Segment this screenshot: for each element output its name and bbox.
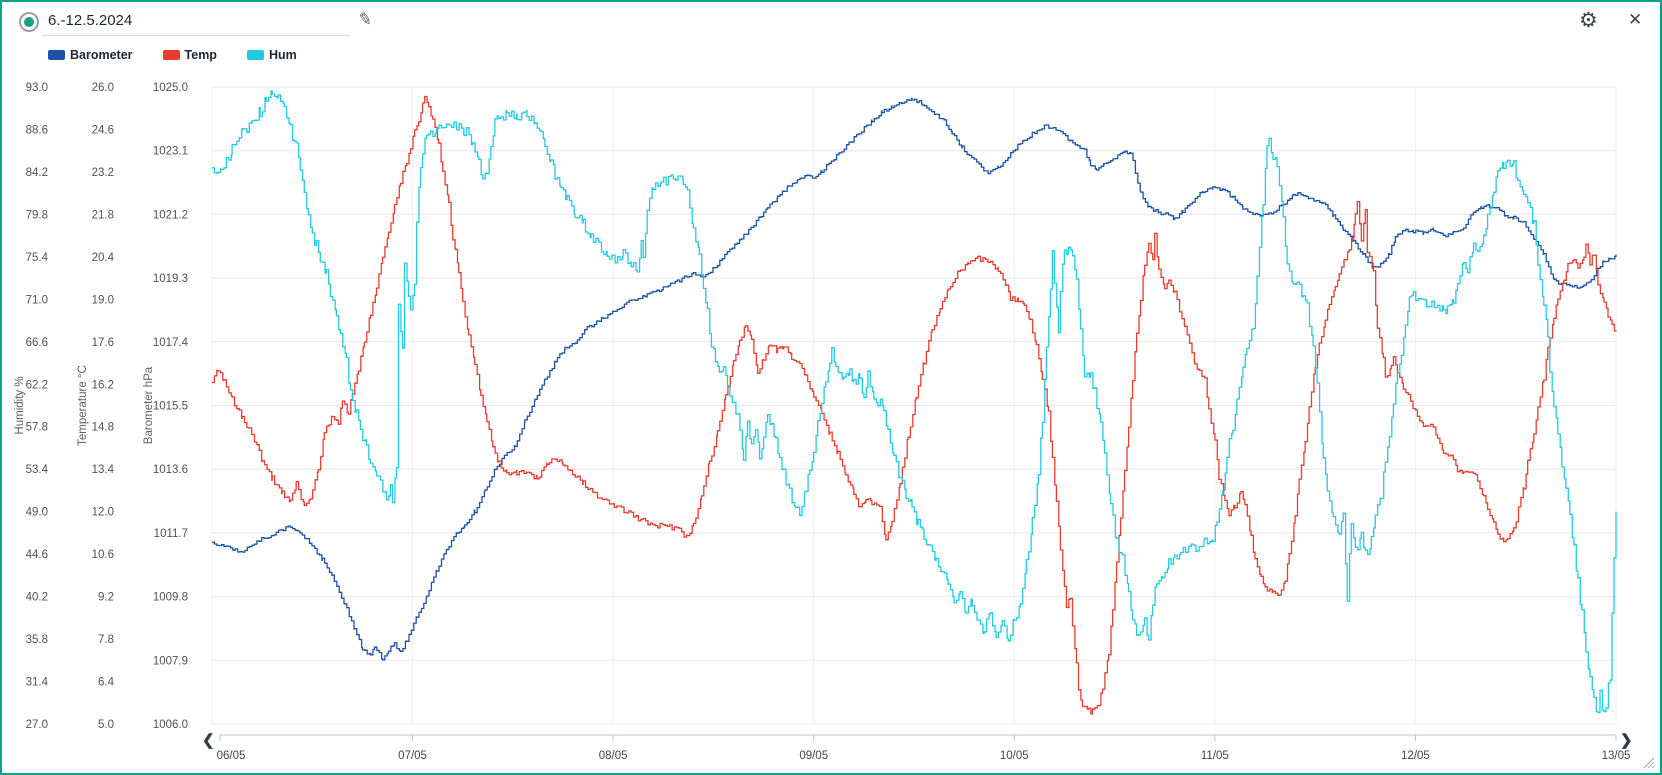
scroll-right-button[interactable]: ❯: [1620, 732, 1633, 749]
hum-tick-label: 53.4: [26, 464, 49, 476]
date-label: 08/05: [599, 750, 628, 762]
baro-axis-title: Barometer hPa: [143, 366, 155, 444]
baro-tick-label: 1006.0: [153, 719, 188, 731]
legend-item-temp[interactable]: Temp: [162, 48, 217, 62]
close-icon[interactable]: ✕: [1628, 10, 1643, 29]
hum-tick-label: 35.8: [26, 634, 48, 646]
date-label: 10/05: [1000, 750, 1029, 762]
temp-tick-label: 7.8: [98, 634, 114, 646]
legend-item-hum[interactable]: Hum: [246, 48, 297, 62]
baro-tick-label: 1007.9: [153, 655, 188, 667]
baro-tick-label: 1019.3: [153, 273, 188, 285]
baro-tick-label: 1023.1: [153, 146, 188, 158]
hum-tick-label: 27.0: [26, 719, 48, 731]
baro-tick-label: 1009.8: [153, 592, 188, 604]
temp-tick-label: 21.8: [92, 209, 114, 221]
temp-tick-label: 20.4: [92, 252, 115, 264]
barometer-swatch-icon: [48, 50, 65, 60]
series-line-hum: [212, 90, 1617, 714]
hum-tick-label: 49.0: [26, 507, 48, 519]
temp-tick-label: 9.2: [98, 592, 114, 604]
temp-tick-label: 13.4: [92, 464, 115, 476]
legend-item-barometer[interactable]: Barometer: [48, 48, 133, 62]
header: 6.-12.5.2024 ✎ ⚙ ✕: [2, 2, 1660, 42]
temp-tick-label: 16.2: [92, 379, 114, 391]
hum-tick-label: 75.4: [26, 252, 49, 264]
hum-tick-label: 93.0: [26, 82, 48, 94]
hum-tick-label: 31.4: [26, 677, 49, 689]
hum-tick-label: 84.2: [26, 167, 48, 179]
series-line-temp: [212, 95, 1617, 715]
baro-tick-label: 1013.6: [153, 464, 188, 476]
settings-gear-icon[interactable]: ⚙: [1579, 9, 1598, 32]
hum-tick-label: 88.6: [26, 124, 48, 136]
radio-button[interactable]: [19, 12, 39, 32]
date-label: 11/05: [1201, 750, 1229, 762]
baro-tick-label: 1011.7: [154, 528, 188, 540]
temp-tick-label: 17.6: [92, 337, 114, 349]
temp-tick-label: 26.0: [92, 82, 114, 94]
hum-tick-label: 79.8: [26, 209, 48, 221]
temp-axis-title: Temperature °C: [77, 365, 89, 446]
hum-tick-label: 40.2: [26, 592, 48, 604]
temp-tick-label: 14.8: [92, 422, 114, 434]
hum-tick-label: 62.2: [26, 379, 48, 391]
radio-dot-icon: [24, 17, 34, 27]
temp-swatch-icon: [162, 50, 180, 60]
date-label: 07/05: [398, 750, 427, 762]
hum-swatch-icon: [246, 50, 264, 60]
temp-tick-label: 23.2: [92, 167, 114, 179]
scroll-left-button[interactable]: ❮: [202, 732, 215, 749]
baro-tick-label: 1015.5: [153, 401, 188, 413]
hum-tick-label: 71.0: [26, 294, 48, 306]
date-label: 12/05: [1401, 750, 1430, 762]
hum-tick-label: 57.8: [26, 422, 48, 434]
date-label: 06/05: [217, 750, 246, 762]
date-range-input[interactable]: 6.-12.5.2024: [48, 12, 133, 29]
temp-tick-label: 6.4: [98, 677, 115, 689]
legend-label: Barometer: [70, 48, 133, 62]
hum-tick-label: 66.6: [26, 337, 48, 349]
baro-tick-label: 1025.0: [153, 82, 188, 94]
resize-handle[interactable]: [1643, 757, 1654, 768]
legend-label: Temp: [184, 48, 217, 62]
hum-tick-label: 44.6: [26, 549, 48, 561]
date-label: 13/05: [1602, 750, 1631, 762]
baro-tick-label: 1017.4: [153, 337, 189, 349]
legend-label: Hum: [268, 48, 297, 62]
series-line-barometer: [212, 97, 1617, 661]
date-label: 09/05: [799, 750, 828, 762]
hum-axis-title: Humidity %: [14, 376, 26, 434]
temp-tick-label: 24.6: [92, 124, 114, 136]
baro-tick-label: 1021.2: [153, 209, 188, 221]
temp-tick-label: 12.0: [92, 507, 114, 519]
temp-tick-label: 19.0: [92, 294, 114, 306]
temp-tick-label: 10.6: [92, 549, 114, 561]
temp-tick-label: 5.0: [98, 719, 114, 731]
legend: Barometer Temp Hum: [48, 48, 327, 62]
input-underline: [42, 35, 350, 36]
